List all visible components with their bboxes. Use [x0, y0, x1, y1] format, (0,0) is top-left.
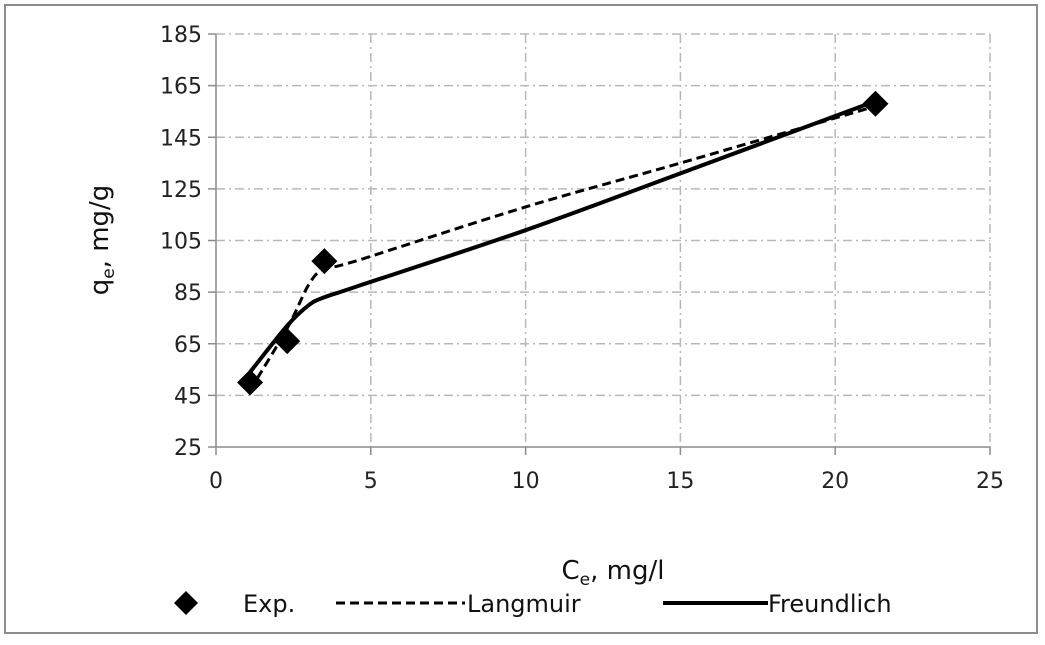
x-axis-title: Ce, mg/l [562, 556, 665, 590]
series-lines [248, 99, 877, 391]
y-axis-title: qe, mg/g [85, 185, 119, 296]
y-axis-title-sub: e [99, 268, 119, 278]
y-tick-label: 45 [174, 384, 202, 409]
y-tick-label: 125 [160, 178, 202, 203]
y-tick-label: 25 [174, 436, 202, 461]
legend-exp-label: Exp. [243, 590, 295, 618]
x-axis-title-sub: e [580, 570, 590, 590]
series-line-langmuir [248, 104, 876, 391]
legend-exp-marker [174, 591, 198, 615]
exp-data-point [237, 369, 264, 396]
x-axis-title-rest: , mg/l [590, 556, 664, 586]
x-tick-label: 0 [209, 469, 223, 494]
x-tick-label: 15 [666, 469, 694, 494]
x-tick-label: 20 [821, 469, 849, 494]
series-markers [237, 90, 889, 396]
axes [208, 33, 991, 455]
y-axis-title-main: q [85, 279, 115, 296]
y-tick-label: 105 [160, 230, 202, 255]
legend-langmuir-label: Langmuir [467, 590, 581, 618]
tick-labels: 25 45 65 85 105 125 145 165 185 0 5 10 15 20 25 [160, 23, 1004, 494]
legend: Exp. Langmuir Freundlich [174, 590, 892, 618]
x-tick-label: 5 [364, 469, 378, 494]
exp-data-point [862, 90, 889, 117]
exp-data-point [274, 328, 301, 355]
legend-freundlich-label: Freundlich [768, 590, 892, 618]
x-tick-label: 25 [976, 469, 1004, 494]
y-axis-title-rest: , mg/g [85, 185, 115, 269]
series-line-freundlich [248, 99, 877, 374]
x-tick-label: 10 [512, 469, 540, 494]
gridlines [216, 33, 991, 447]
y-tick-label: 185 [160, 23, 202, 48]
exp-data-point [311, 248, 338, 275]
y-tick-label: 65 [174, 333, 202, 358]
y-tick-label: 145 [160, 126, 202, 151]
y-tick-label: 85 [174, 281, 202, 306]
y-tick-label: 165 [160, 75, 202, 100]
x-axis-title-main: C [562, 556, 580, 586]
